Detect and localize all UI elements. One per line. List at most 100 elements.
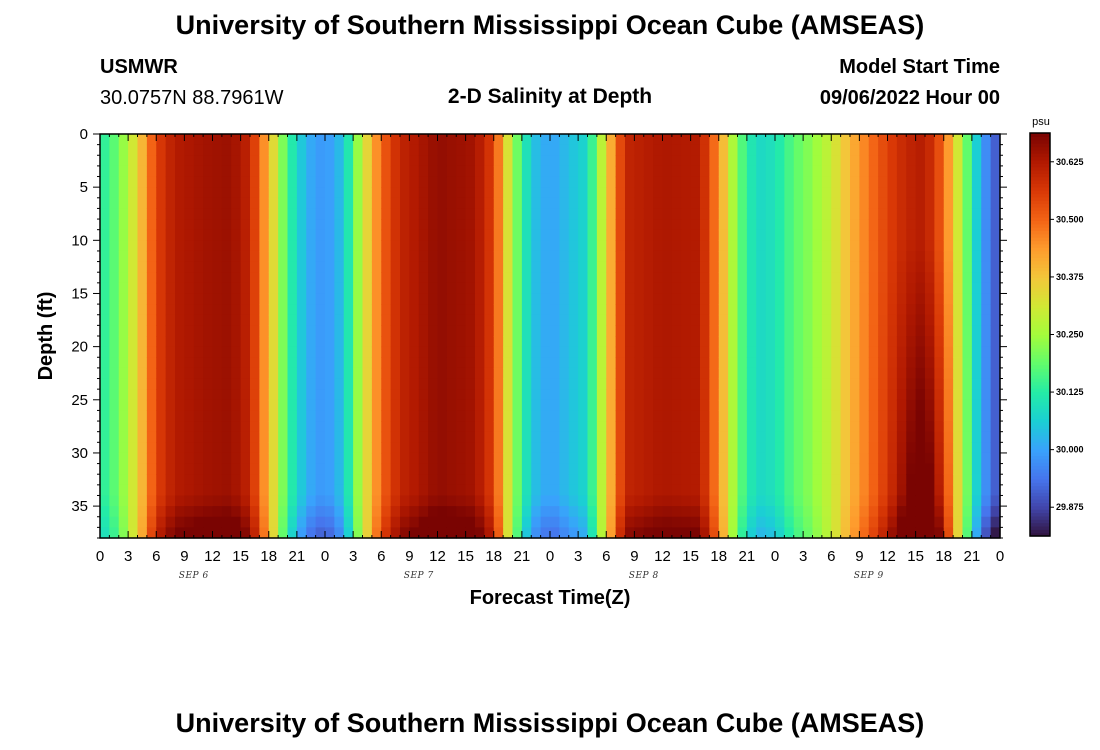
heatmap-cell [212, 229, 223, 241]
heatmap-cell [156, 304, 167, 316]
heatmap-cell [400, 229, 410, 241]
heatmap-cell [146, 431, 157, 443]
heatmap-cell [578, 208, 589, 220]
heatmap-cell [681, 250, 692, 263]
heatmap-cell [259, 325, 270, 337]
colorbar-segment [1030, 277, 1050, 282]
heatmap-cell [146, 516, 157, 528]
heatmap-cell [128, 304, 139, 316]
heatmap-cell [803, 421, 814, 433]
heatmap-cell [381, 336, 392, 348]
heatmap-cell [606, 240, 617, 252]
heatmap-cell [390, 176, 401, 188]
heatmap-cell [943, 389, 954, 401]
heatmap-cell [184, 155, 195, 167]
heatmap-cell [137, 484, 148, 497]
heatmap-cell [484, 134, 495, 146]
heatmap-cell [400, 399, 410, 412]
heatmap-cell [484, 389, 495, 401]
heatmap-cell [568, 463, 579, 475]
heatmap-cell [418, 410, 429, 422]
x-tick-label: 18 [710, 548, 727, 565]
heatmap-cell [362, 431, 373, 443]
heatmap-cell [962, 410, 973, 422]
heatmap-cell [184, 219, 195, 231]
heatmap-cell [746, 410, 757, 422]
heatmap-cell [409, 240, 420, 252]
heatmap-cell [156, 357, 167, 369]
heatmap-cell [521, 144, 532, 156]
heatmap-cell [821, 484, 832, 497]
heatmap-cell [681, 410, 692, 422]
heatmap-cell [775, 197, 785, 210]
heatmap-cell [896, 144, 907, 156]
heatmap-cell [887, 314, 898, 326]
heatmap-cell [240, 240, 251, 252]
heatmap-cell [859, 452, 870, 465]
heatmap-cell [831, 346, 842, 358]
heatmap-cell [165, 431, 176, 443]
heatmap-cell [615, 452, 626, 465]
heatmap-cell [100, 431, 110, 443]
heatmap-cell [990, 240, 1001, 252]
heatmap-cell [456, 442, 467, 454]
heatmap-cell [896, 219, 907, 231]
heatmap-cell [250, 208, 260, 220]
heatmap-cell [109, 474, 120, 486]
heatmap-cell [221, 431, 232, 443]
heatmap-cell [390, 357, 401, 369]
heatmap-cell [531, 282, 542, 295]
heatmap-cell [709, 134, 720, 146]
heatmap-cell [662, 367, 673, 380]
heatmap-cell [371, 346, 382, 358]
heatmap-cell [165, 389, 176, 401]
heatmap-cell [240, 463, 251, 475]
heatmap-cell [775, 506, 785, 518]
heatmap-cell [278, 134, 289, 146]
heatmap-cell [643, 155, 654, 167]
heatmap-cell [793, 304, 804, 316]
heatmap-cell [240, 155, 251, 167]
colorbar-segment [1030, 257, 1050, 262]
heatmap-cell [634, 325, 645, 337]
heatmap-cell [540, 197, 551, 210]
heatmap-cell [559, 165, 570, 178]
heatmap-cell [137, 399, 148, 412]
heatmap-cell [803, 155, 814, 167]
heatmap-cell [971, 134, 982, 146]
heatmap-cell [259, 410, 270, 422]
heatmap-cell [250, 495, 260, 507]
heatmap-cell [100, 304, 110, 316]
heatmap-cell [840, 495, 851, 507]
heatmap-cell [409, 144, 420, 156]
heatmap-cell [465, 527, 476, 539]
heatmap-cell [343, 357, 354, 369]
heatmap-cell [512, 421, 523, 433]
heatmap-cell [887, 495, 898, 507]
heatmap-cell [925, 378, 935, 390]
heatmap-cell [878, 155, 889, 167]
heatmap-cell [831, 187, 842, 199]
heatmap-cell [521, 357, 532, 369]
colorbar-segment [1030, 405, 1050, 409]
heatmap-cell [193, 442, 204, 454]
heatmap-cell [315, 421, 326, 433]
heatmap-cell [625, 431, 635, 443]
heatmap-cell [353, 250, 364, 263]
heatmap-cell [887, 250, 898, 263]
heatmap-cell [231, 197, 242, 210]
heatmap-cell [803, 187, 814, 199]
heatmap-cell [531, 474, 542, 486]
heatmap-cell [212, 208, 223, 220]
heatmap-cell [887, 506, 898, 518]
heatmap-cell [559, 293, 570, 305]
heatmap-cell [559, 442, 570, 454]
heatmap-cell [128, 389, 139, 401]
heatmap-cell [840, 219, 851, 231]
heatmap-cell [381, 261, 392, 273]
heatmap-cell [746, 452, 757, 465]
heatmap-cell [840, 463, 851, 475]
heatmap-cell [962, 463, 973, 475]
heatmap-cell [325, 336, 335, 348]
y-tick-label: 35 [71, 498, 88, 515]
